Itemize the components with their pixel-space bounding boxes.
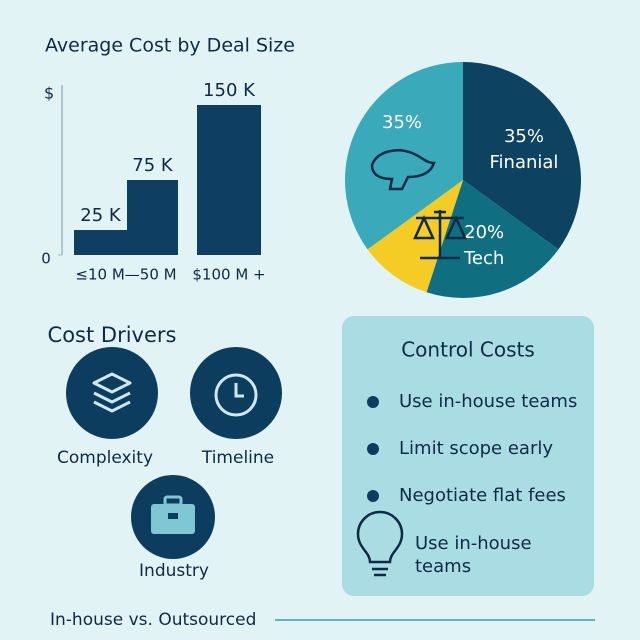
bar	[74, 230, 127, 255]
control-panel	[342, 316, 594, 596]
x-tick-label: ≤10 M—50 M	[75, 266, 176, 284]
tip-text: teams	[415, 556, 471, 577]
timeline-icon	[190, 347, 282, 439]
bullet-dot	[367, 396, 379, 408]
driver-label: Complexity	[57, 448, 153, 468]
x-tick-label: $100 M +	[192, 266, 265, 284]
complexity-icon	[66, 347, 158, 439]
bar-title: Average Cost by Deal Size	[45, 35, 295, 57]
bullet-dot	[367, 490, 379, 502]
scale-icon	[413, 210, 467, 260]
driver-label: Industry	[139, 561, 209, 581]
pie-slice	[463, 62, 581, 250]
value-label: 75 K	[132, 155, 174, 176]
bullet-text: Limit scope early	[399, 438, 553, 459]
bulb-icon	[356, 510, 404, 577]
driver-label: Timeline	[201, 448, 274, 468]
y-tick-label: 0	[41, 250, 51, 268]
bullet-text: Use in-house teams	[399, 391, 577, 412]
value-label: 25 K	[80, 205, 122, 226]
bar	[127, 180, 178, 255]
slice-value: 35%	[382, 112, 422, 133]
y-axis-label: $	[44, 84, 54, 103]
bullet-dot	[367, 443, 379, 455]
control-title: Control Costs	[401, 338, 535, 362]
slice-name: Finanial	[490, 152, 559, 173]
drivers-title: Cost Drivers	[48, 323, 177, 347]
industry-icon	[131, 475, 215, 559]
pie-slice	[426, 180, 559, 298]
tip-text: Use in-house	[415, 533, 532, 554]
footer-text: In-house vs. Outsourced	[50, 610, 256, 630]
slice-name: Tech	[463, 248, 504, 269]
bar	[197, 105, 261, 255]
value-label: 150 K	[203, 80, 256, 101]
globe-icon	[370, 149, 436, 191]
bullet-text: Negotiate flat fees	[399, 485, 566, 506]
pie-slice	[345, 62, 463, 250]
slice-value: 35%	[504, 126, 544, 147]
slice-value: 20%	[464, 222, 504, 243]
